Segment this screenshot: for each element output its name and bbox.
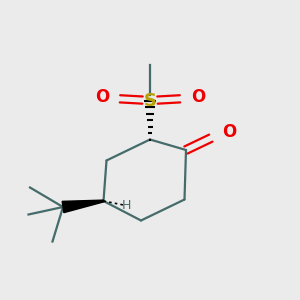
Polygon shape (62, 200, 104, 213)
Text: O: O (222, 123, 237, 141)
Text: O: O (95, 88, 109, 106)
Text: H: H (121, 199, 131, 212)
Text: O: O (191, 88, 205, 106)
Text: S: S (143, 92, 157, 110)
